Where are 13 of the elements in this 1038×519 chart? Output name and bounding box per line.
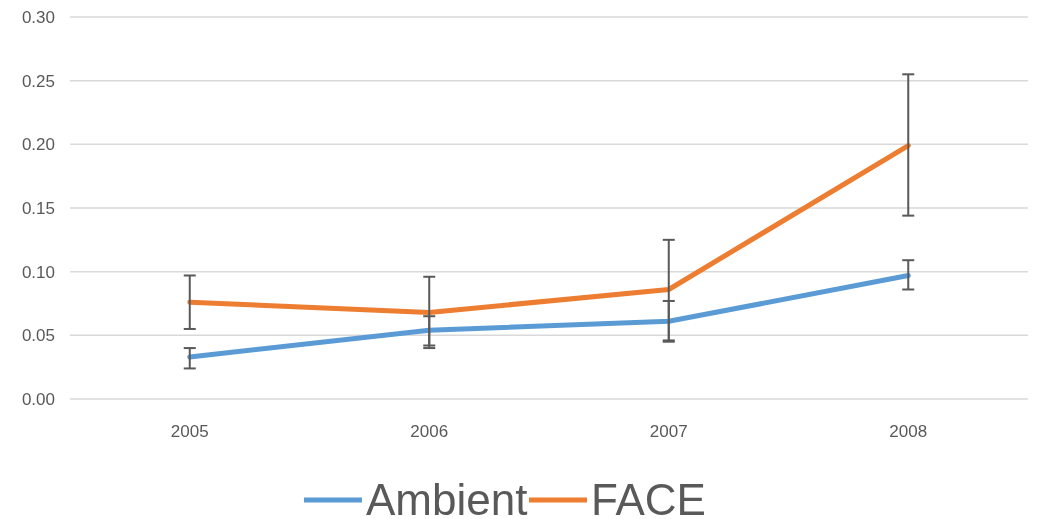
y-tick-label: 0.00 (21, 389, 55, 409)
x-tick-label: 2005 (170, 422, 209, 441)
x-tick-label: 2007 (649, 422, 688, 441)
x-tick-label: 2006 (410, 422, 449, 441)
y-tick-label: 0.10 (21, 262, 55, 282)
y-tick-label: 0.30 (21, 7, 55, 27)
y-tick-label: 0.20 (21, 135, 55, 155)
legend-label: Ambient (366, 475, 528, 519)
x-tick-label: 2008 (889, 422, 928, 441)
y-tick-label: 0.05 (21, 326, 55, 346)
y-tick-label: 0.15 (21, 198, 55, 218)
legend-label: FACE (591, 475, 706, 519)
y-tick-label: 0.25 (21, 71, 55, 91)
